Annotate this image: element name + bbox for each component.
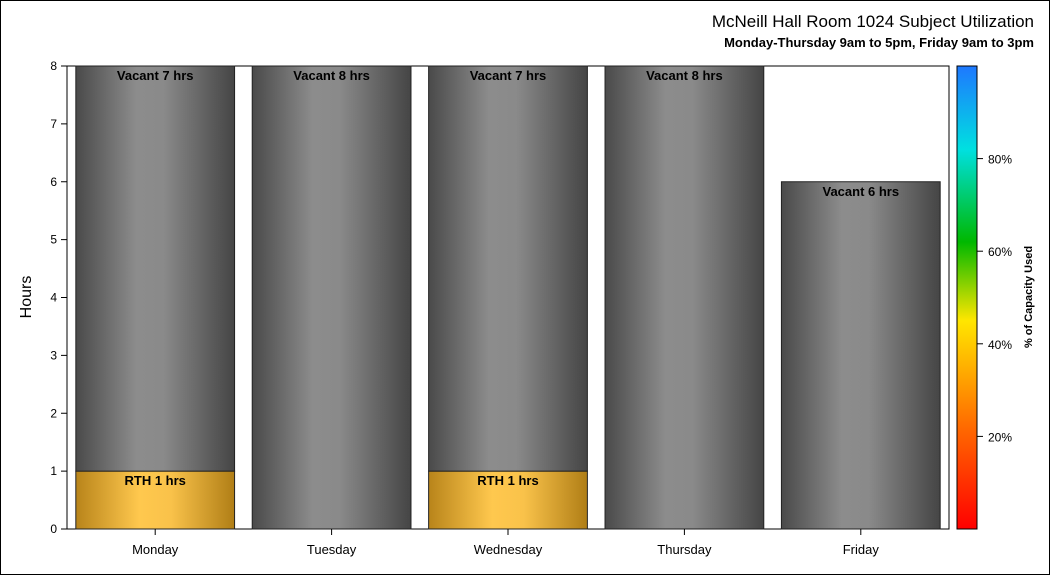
colorbar-tick-label: 20% [988, 430, 1012, 444]
bar-rth-monday [75, 470, 236, 530]
y-tick-label: 3 [50, 348, 57, 362]
y-tick-label: 7 [50, 117, 57, 131]
colorbar-tick-label: 60% [988, 245, 1012, 259]
data-label: Vacant 6 hrs [822, 184, 899, 199]
y-tick-label: 1 [50, 464, 57, 478]
y-tick-label: 0 [50, 522, 57, 536]
x-tick-label: Friday [843, 542, 880, 557]
y-tick-label: 8 [50, 59, 57, 73]
data-label: Vacant 7 hrs [470, 68, 547, 83]
bar-vacant-thursday [604, 65, 765, 530]
data-label: Vacant 8 hrs [293, 68, 370, 83]
data-label: Vacant 7 hrs [117, 68, 194, 83]
y-tick-label: 6 [50, 175, 57, 189]
chart-title: McNeill Hall Room 1024 Subject Utilizati… [711, 12, 1034, 31]
colorbar-tick-label: 40% [988, 338, 1012, 352]
y-axis-label: Hours [18, 276, 35, 319]
x-tick-label: Tuesday [307, 542, 357, 557]
colorbar-label: % of Capacity Used [1023, 246, 1035, 348]
data-label: RTH 1 hrs [124, 473, 185, 488]
x-tick-label: Thursday [657, 542, 712, 557]
y-tick-label: 5 [50, 233, 57, 247]
x-tick-label: Wednesday [474, 542, 543, 557]
data-label: RTH 1 hrs [477, 473, 538, 488]
bar-vacant-tuesday [251, 65, 412, 530]
y-tick-label: 4 [50, 291, 57, 305]
chart-subtitle: Monday-Thursday 9am to 5pm, Friday 9am t… [724, 35, 1034, 50]
y-tick-label: 2 [50, 406, 57, 420]
colorbar [956, 65, 978, 530]
bar-vacant-monday [75, 65, 236, 472]
bar-vacant-friday [780, 181, 941, 530]
x-tick-label: Monday [132, 542, 179, 557]
data-label: Vacant 8 hrs [646, 68, 723, 83]
colorbar-tick-label: 80% [988, 153, 1012, 167]
bar-vacant-wednesday [428, 65, 588, 472]
